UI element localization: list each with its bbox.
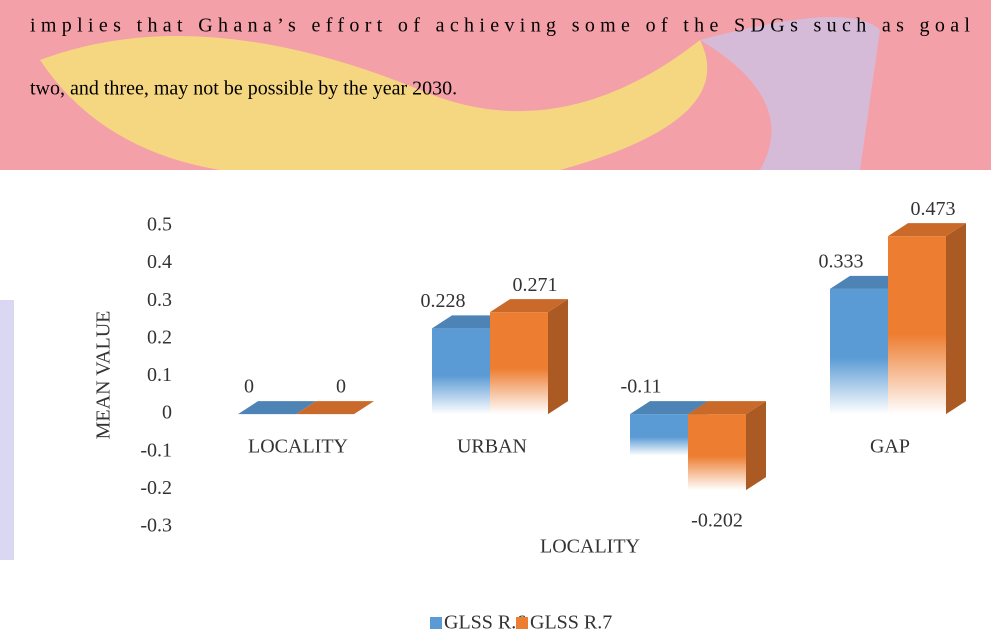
legend-swatch — [516, 617, 528, 629]
y-tick-label: 0.4 — [147, 251, 172, 273]
data-label: 0.228 — [421, 290, 466, 312]
data-label: 0.271 — [513, 274, 558, 296]
y-axis-title: MEAN VALUE — [93, 311, 115, 440]
legend-label: GLSS R.7 — [530, 612, 612, 634]
bar-side — [946, 223, 966, 414]
data-label: -0.11 — [621, 376, 662, 398]
y-tick-label: -0.3 — [140, 515, 172, 537]
x-tick-label: URBAN — [457, 436, 527, 458]
bar-front — [688, 414, 746, 490]
data-label: 0.333 — [819, 250, 864, 272]
bar-front — [888, 236, 946, 414]
y-tick-label: -0.1 — [140, 439, 172, 461]
bar-front — [630, 414, 688, 455]
legend-swatch — [430, 617, 442, 629]
bar-front — [830, 289, 888, 414]
legend-label: GLSS R.6 — [444, 612, 526, 634]
y-tick-label: 0.3 — [147, 289, 172, 311]
y-tick-label: 0.5 — [147, 214, 172, 236]
watermark-edge — [0, 300, 14, 560]
data-label: -0.202 — [691, 510, 743, 532]
y-tick-label: 0.1 — [147, 364, 172, 386]
x-tick-label: LOCALITY — [248, 436, 348, 458]
data-label: 0 — [336, 376, 346, 398]
y-tick-label: 0 — [162, 402, 172, 424]
page: implies that Ghana’s effort of achieving… — [0, 0, 991, 636]
y-tick-label: -0.2 — [140, 477, 172, 499]
bar-front — [490, 312, 548, 414]
y-tick-label: 0.2 — [147, 326, 172, 348]
x-tick-label: GAP — [870, 436, 910, 458]
x-axis-title: LOCALITY — [540, 536, 640, 558]
data-label: 0.473 — [911, 198, 956, 220]
text-line: two, and three, may not be possible by t… — [30, 78, 457, 100]
bar-front — [432, 328, 490, 414]
bar-side — [548, 299, 568, 414]
bar-side — [746, 401, 766, 490]
data-label: 0 — [244, 376, 254, 398]
